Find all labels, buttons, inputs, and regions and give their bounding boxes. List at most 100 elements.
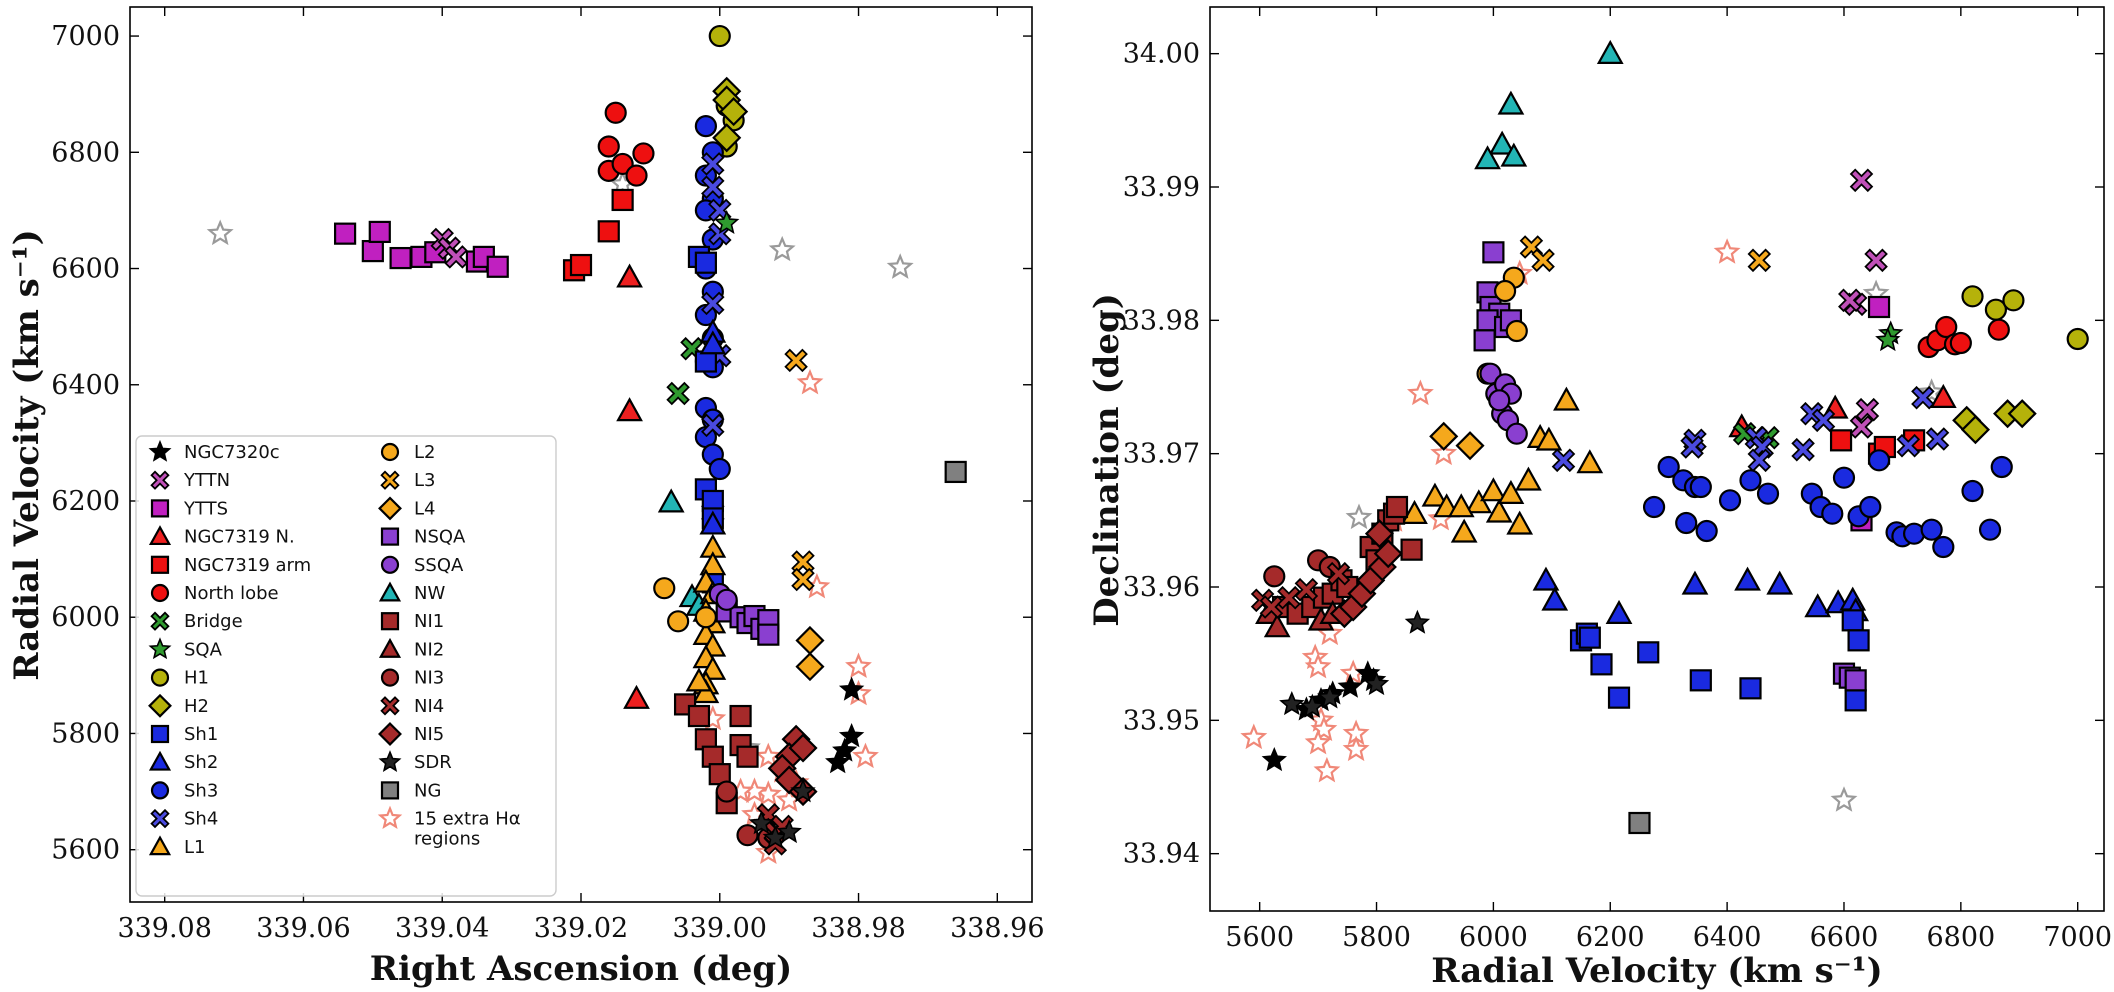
right-x-tick-label: 5800 [1342, 922, 1411, 953]
left-point-unclassified [206, 219, 234, 246]
right-point-h1 [2002, 289, 2025, 312]
left-point-sh4 [701, 175, 725, 199]
right-point-nsqa [1844, 669, 1867, 692]
legend-marker-ni3 [380, 668, 400, 687]
right-point-sh1 [1689, 669, 1712, 692]
legend-marker-nw [378, 581, 402, 602]
left-point-ytts [486, 255, 509, 278]
right-point-nw [1500, 142, 1528, 167]
right-point-l1 [1421, 482, 1449, 507]
right-point-ytts [1867, 295, 1891, 319]
right-point-l1 [1450, 518, 1478, 543]
right-point-15-extra-h-regions [1342, 735, 1370, 762]
legend-label-sh4: Sh4 [184, 809, 218, 830]
left-point-ytts [361, 239, 384, 263]
legend-label-sh1: Sh1 [184, 724, 218, 745]
legend-marker-sh3 [150, 781, 170, 800]
right-point-sdr [1404, 609, 1431, 634]
right-point-ngc7319-n [1929, 383, 1957, 408]
left-point-ytts [368, 220, 391, 244]
legend-label-sqa: SQA [184, 639, 223, 660]
left-point-sh2 [699, 510, 727, 535]
legend-label-north-lobe: North lobe [184, 583, 279, 604]
left-point-ni5 [788, 733, 818, 763]
right-y-tick-label: 33.97 [1123, 439, 1200, 470]
right-point-h1 [1984, 298, 2008, 321]
right-axis-ticks: 5600 5800 6000 6200 6400 6600 6800 7000 33.94 33.… [1123, 7, 2112, 953]
legend-label-sh2: Sh2 [184, 752, 218, 773]
right-y-tick-label: 33.94 [1123, 839, 1200, 870]
left-y-axis-label: Radial Velocity (km s⁻¹) [7, 229, 47, 680]
legend-marker-sqa [148, 637, 172, 660]
legend-label-h1: H1 [184, 668, 209, 689]
right-point-15-extra-h-regions [1430, 439, 1458, 466]
left-point-yttn [444, 245, 468, 269]
left-point-ngc7319-n [623, 684, 650, 709]
legend-marker-ni2 [378, 637, 402, 658]
legend-marker-ni4 [380, 696, 400, 716]
legend-label-ni1: NI1 [414, 611, 444, 632]
left-y-tick-label: 6200 [51, 486, 120, 517]
right-point-sh1 [1847, 629, 1870, 652]
left-point-l1 [699, 551, 727, 576]
legend-marker-ngc7320c [148, 439, 172, 462]
right-point-ni3 [1263, 565, 1286, 588]
right-point-yttn [1849, 168, 1874, 193]
left-point-ytts [333, 222, 357, 245]
legend-marker-sh2 [148, 750, 172, 771]
legend-marker-ssqa [380, 555, 400, 574]
right-x-tick-label: 6600 [1810, 922, 1879, 953]
legend-label-bridge: Bridge [184, 611, 243, 632]
right-point-15-extra-h-regions [1313, 756, 1341, 783]
right-point-h1 [1961, 285, 1984, 308]
legend-marker-l1 [148, 835, 172, 856]
right-point-sh1 [1590, 653, 1613, 676]
legend-box [135, 435, 557, 897]
left-point-l3 [791, 567, 815, 592]
left-point-15-extra-h-regions [845, 652, 872, 679]
right-point-ngc7320c [1261, 747, 1287, 772]
right-point-sh3 [1718, 489, 1742, 512]
right-point-sh3 [1821, 502, 1844, 525]
legend-label-ni5: NI5 [414, 724, 444, 745]
left-x-tick-label: 339.04 [395, 913, 489, 944]
right-point-sh3 [1756, 482, 1780, 505]
right-point-l1 [1465, 489, 1493, 514]
right-y-tick-label: 33.99 [1123, 172, 1200, 203]
right-point-sh1 [1739, 677, 1762, 700]
legend-label-ssqa: SSQA [414, 555, 464, 576]
right-point-h1 [2066, 327, 2089, 351]
right-point-sh1 [1637, 641, 1660, 664]
right-y-tick-label: 33.98 [1123, 305, 1200, 336]
legend-label-l4: L4 [414, 498, 435, 519]
left-point-sh3 [708, 457, 731, 481]
legend-label-l2: L2 [414, 442, 435, 463]
legend-marker-ni5 [378, 722, 402, 746]
right-point-ni4 [1259, 595, 1284, 619]
right-point-sh2 [1734, 566, 1761, 591]
right-y-tick-label: 33.96 [1123, 572, 1200, 603]
right-point-l1 [1506, 510, 1534, 535]
right-point-15-extra-h-regions [1240, 723, 1268, 750]
right-point-north-lobe [1987, 318, 2010, 341]
left-y-tick-label: 6600 [51, 254, 120, 285]
right-plot-frame [1209, 6, 2105, 912]
legend-entries: NGC7320c YTTN YTTS NGC7319 N. NGC7319 arm Nor… [148, 439, 521, 858]
left-point-ni1 [729, 704, 752, 728]
right-x-tick-label: 5600 [1225, 922, 1294, 953]
right-point-sh4 [1911, 385, 1935, 410]
right-point-sh1 [1607, 686, 1631, 709]
left-point-sh3 [694, 115, 717, 138]
left-point-l2 [653, 577, 676, 600]
right-point-sh2 [1766, 570, 1794, 595]
right-point-nsqa [1473, 329, 1496, 352]
right-point-ssqa [1479, 362, 1502, 385]
legend-label-ni3: NI3 [414, 668, 444, 689]
right-point-ni1 [1400, 538, 1423, 561]
right-point-l4 [1429, 421, 1459, 451]
left-point-l2 [667, 610, 690, 633]
right-point-sh1 [1844, 689, 1867, 712]
left-point-h2 [719, 97, 749, 127]
right-point-ni1 [1385, 495, 1409, 519]
left-point-ngc7319-n [616, 397, 643, 422]
